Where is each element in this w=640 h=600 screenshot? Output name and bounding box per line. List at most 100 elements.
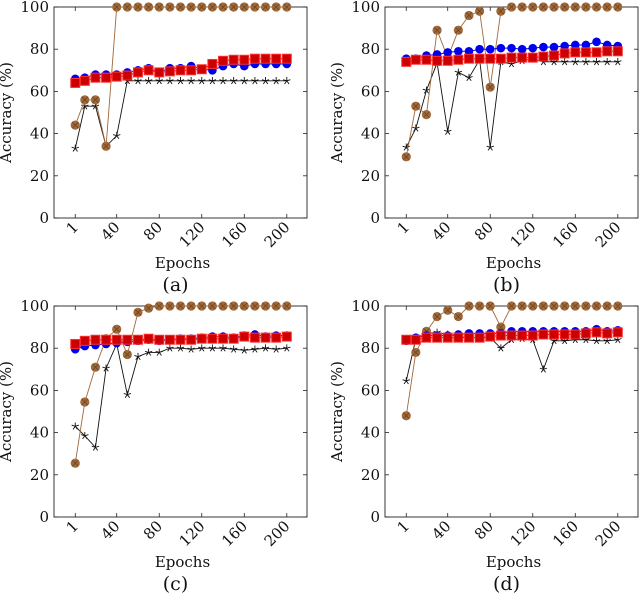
data-point [122, 2, 132, 12]
data-point [517, 44, 527, 54]
marker-hatch [402, 153, 410, 161]
data-point [281, 331, 292, 342]
data-point [197, 2, 207, 12]
marker-hatch [145, 304, 152, 312]
marker-hatch [518, 302, 526, 310]
data-point [187, 345, 195, 353]
data-point [410, 54, 421, 65]
data-point [463, 53, 474, 64]
data-point [506, 52, 517, 63]
data-point [282, 301, 292, 311]
marker-hatch [251, 3, 259, 11]
marker-hatch [71, 121, 79, 129]
data-point [602, 46, 613, 57]
data-point [260, 2, 271, 12]
data-point [207, 301, 217, 311]
x-tick-label: 200 [261, 218, 294, 251]
marker-hatch [582, 302, 590, 310]
x-tick-label: 1 [63, 517, 82, 536]
x-axis-label: Epochs [486, 254, 541, 272]
y-tick-label: 80 [361, 339, 380, 357]
subplot-b: 0 20 40 60 80 100 1 40 80 120 160 200 Epochs Accuracy… [328, 0, 639, 296]
data-point [175, 301, 186, 311]
data-point [517, 301, 527, 311]
series-brown-circle [401, 2, 623, 162]
data-point [570, 40, 580, 50]
marker-hatch [529, 302, 537, 310]
data-point [122, 334, 133, 345]
marker-hatch [550, 302, 558, 310]
y-tick-label: 80 [361, 40, 380, 58]
data-point [176, 344, 185, 352]
data-point [475, 44, 484, 54]
data-point [474, 53, 485, 64]
x-tick-label: 1 [394, 517, 413, 536]
marker-hatch [134, 309, 142, 316]
data-point [133, 307, 143, 317]
data-point [218, 301, 228, 311]
series-black-star [402, 54, 622, 151]
data-point [197, 301, 207, 311]
marker-hatch [540, 3, 547, 11]
data-point [570, 301, 580, 311]
data-point [111, 334, 122, 345]
data-point [239, 331, 250, 342]
data-point [549, 329, 560, 340]
data-point [90, 362, 101, 372]
data-point [528, 301, 538, 311]
data-point [229, 77, 238, 85]
data-point [592, 37, 601, 47]
x-tick-label: 40 [428, 517, 454, 543]
data-point [475, 301, 485, 311]
data-point [143, 333, 154, 344]
subplot-caption: (d) [493, 573, 520, 595]
subplot-d: 0 20 40 60 80 100 1 40 80 120 160 200 Epochs Accuracy… [328, 297, 639, 595]
data-point [260, 53, 271, 64]
series-line [74, 342, 287, 449]
y-tick-label: 60 [361, 82, 380, 100]
data-point [421, 54, 432, 65]
data-point [175, 65, 186, 76]
data-point [538, 51, 549, 62]
data-point [228, 54, 239, 65]
data-point [570, 47, 581, 58]
data-point [432, 311, 442, 322]
marker-hatch [433, 313, 441, 320]
y-tick-label: 0 [39, 209, 49, 227]
y-tick-label: 60 [361, 381, 380, 399]
data-point [549, 50, 560, 61]
data-point [132, 67, 143, 78]
y-tick-label: 20 [30, 466, 49, 484]
data-point [111, 71, 122, 82]
data-point [613, 2, 623, 12]
data-point [154, 67, 165, 78]
marker-hatch [145, 3, 152, 11]
data-point [421, 110, 432, 120]
data-point [506, 301, 517, 311]
data-point [432, 332, 443, 343]
data-point [496, 6, 506, 16]
data-point [612, 327, 623, 338]
data-point [134, 77, 142, 85]
data-point [486, 143, 494, 151]
marker-hatch [155, 302, 163, 310]
data-point [539, 365, 548, 373]
marker-hatch [283, 302, 291, 310]
data-point [283, 344, 291, 352]
data-point [144, 77, 153, 85]
marker-hatch [455, 313, 462, 320]
data-point [528, 2, 538, 12]
data-point [79, 335, 90, 346]
data-point [560, 301, 570, 311]
data-point [207, 58, 218, 69]
data-point [187, 77, 195, 85]
data-point [580, 47, 591, 58]
data-point [251, 345, 259, 353]
axes-frame [53, 6, 308, 219]
data-point [102, 364, 110, 372]
data-point [186, 334, 197, 345]
data-point [614, 335, 622, 344]
marker-hatch [81, 96, 89, 104]
marker-hatch [209, 302, 216, 310]
x-tick-label: 120 [176, 218, 209, 251]
